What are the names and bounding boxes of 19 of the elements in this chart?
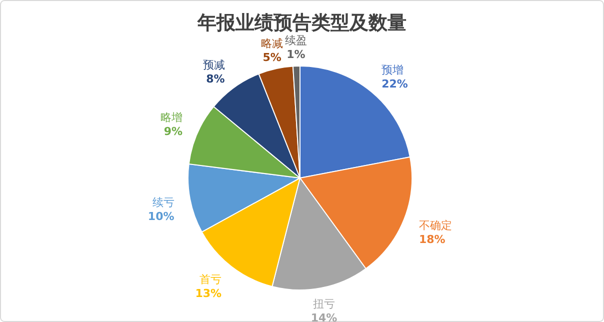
chart-title: 年报业绩预告类型及数量: [196, 12, 406, 34]
slice-label: 略减: [261, 37, 284, 50]
slice-label: 续亏: [152, 196, 174, 209]
slice-label: 预减: [202, 58, 225, 72]
slice-label: 略增: [160, 111, 183, 124]
slice-label: 扭亏: [312, 298, 335, 311]
data-label: 14%: [310, 312, 338, 322]
data-label: 1%: [286, 48, 306, 62]
slice-label: 首亏: [200, 273, 222, 286]
data-label: 22%: [382, 77, 408, 90]
slice-label: 不确定: [419, 219, 452, 232]
data-label: 13%: [195, 287, 222, 300]
data-label: 5%: [262, 51, 282, 64]
data-label: 18%: [419, 233, 446, 246]
slice-label: 预增: [382, 63, 404, 76]
data-label: 10%: [148, 210, 174, 223]
data-label: 9%: [164, 125, 183, 138]
data-label: 8%: [206, 72, 225, 86]
slice-label: 续盈: [284, 34, 307, 48]
